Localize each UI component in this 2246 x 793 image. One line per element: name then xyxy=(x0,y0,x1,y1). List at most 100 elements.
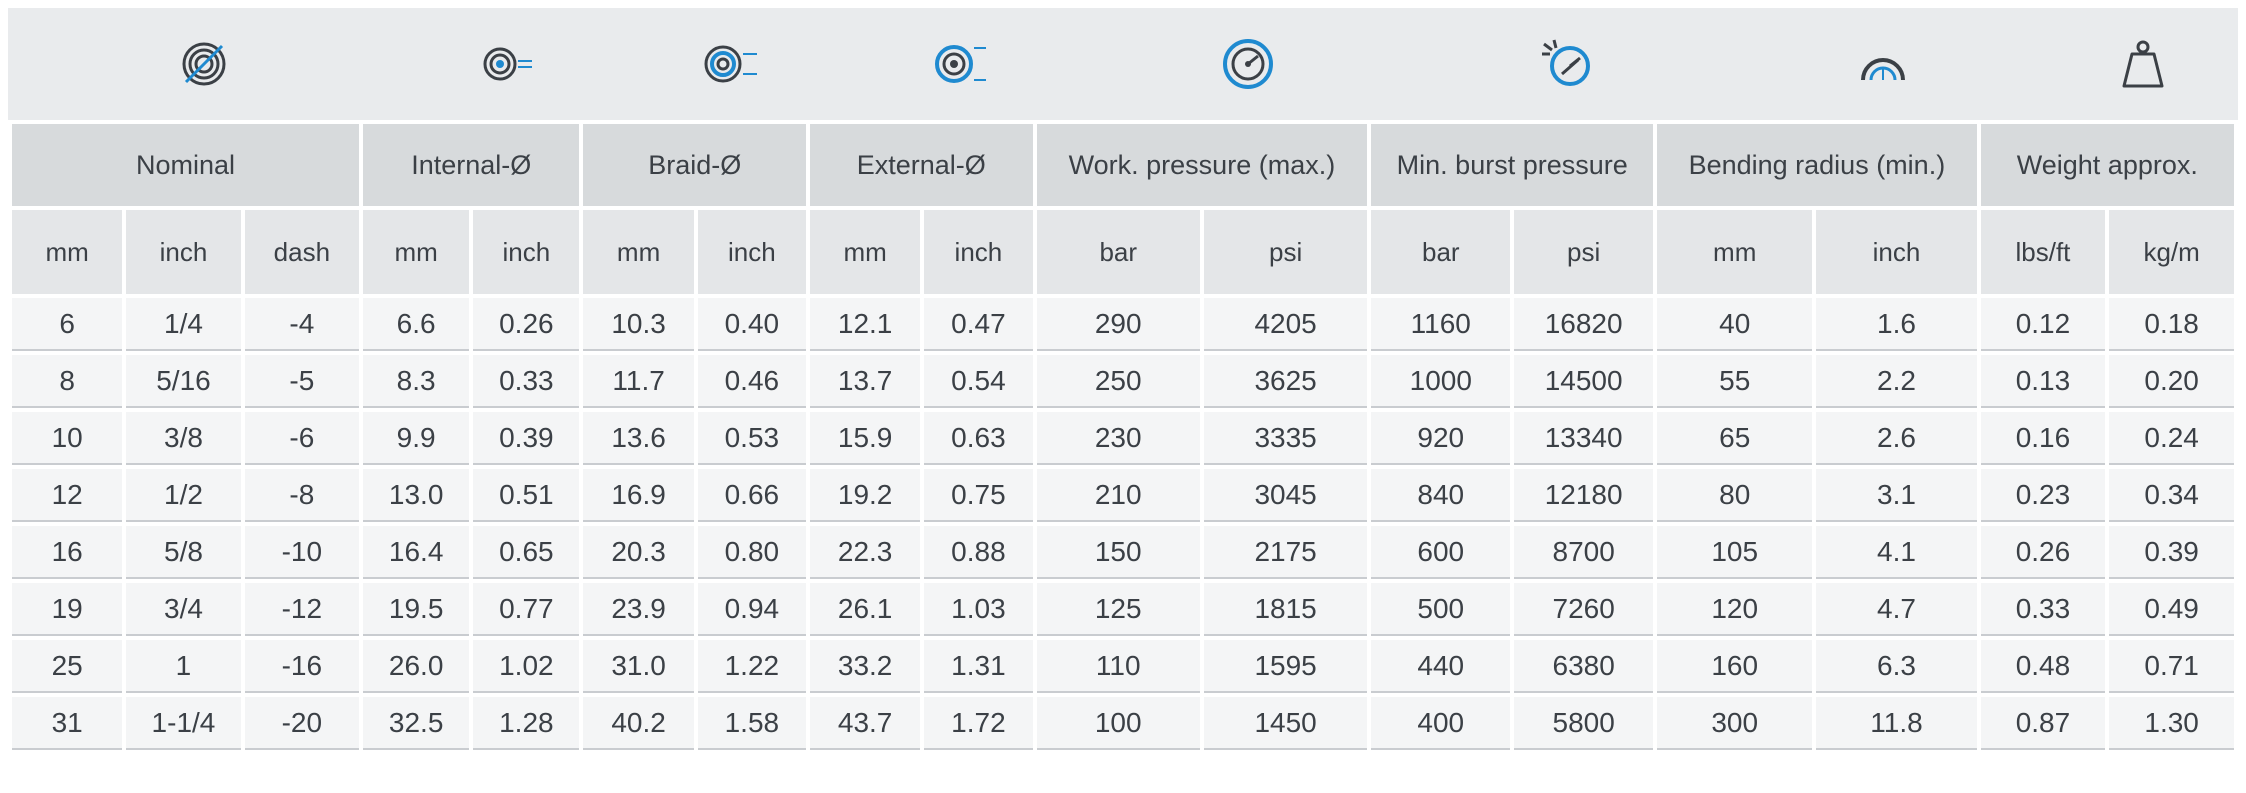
table-cell: -5 xyxy=(244,355,360,408)
table-cell: -12 xyxy=(244,583,360,636)
table-cell: 11.7 xyxy=(583,355,694,408)
table-cell: 5800 xyxy=(1514,697,1654,750)
unit-header-cell: psi xyxy=(1514,210,1654,294)
table-cell: 0.94 xyxy=(697,583,806,636)
table-cell: 1.30 xyxy=(2109,697,2234,750)
table-cell: 0.39 xyxy=(473,412,580,465)
unit-header-cell: mm xyxy=(12,210,123,294)
table-cell: 6.6 xyxy=(363,298,470,351)
table-cell: 6380 xyxy=(1514,640,1654,693)
unit-header-row: mm inch dash mm inch mm inch mm inch bar psi bar psi… xyxy=(12,210,2234,294)
table-cell: 0.12 xyxy=(1980,298,2106,351)
table-cell: 6.3 xyxy=(1816,640,1977,693)
table-cell: 0.53 xyxy=(697,412,806,465)
group-header-bending-radius: Bending radius (min.) xyxy=(1657,124,1977,206)
table-cell: 15.9 xyxy=(809,412,921,465)
table-cell: 55 xyxy=(1657,355,1813,408)
table-cell: 26.1 xyxy=(809,583,921,636)
table-cell: 11.8 xyxy=(1816,697,1977,750)
table-cell: 1815 xyxy=(1203,583,1368,636)
table-cell: 19.5 xyxy=(363,583,470,636)
table-cell: -10 xyxy=(244,526,360,579)
table-row: 16 5/8 -10 16.4 0.65 20.3 0.80 22.3 0.88 150 2175 6… xyxy=(12,526,2234,579)
table-cell: 3045 xyxy=(1203,469,1368,522)
table-cell: 125 xyxy=(1036,583,1200,636)
table-cell: -16 xyxy=(244,640,360,693)
table-cell: 1.28 xyxy=(473,697,580,750)
table-cell: 3/8 xyxy=(126,412,241,465)
table-cell: 1-1/4 xyxy=(126,697,241,750)
table-cell: 1.02 xyxy=(473,640,580,693)
table-cell: 0.66 xyxy=(697,469,806,522)
table-cell: 31.0 xyxy=(583,640,694,693)
table-cell: 3625 xyxy=(1203,355,1368,408)
table-cell: 6 xyxy=(12,298,123,351)
table-cell: 32.5 xyxy=(363,697,470,750)
unit-header-cell: mm xyxy=(363,210,470,294)
table-cell: 0.33 xyxy=(473,355,580,408)
unit-header-cell: mm xyxy=(809,210,921,294)
table-cell: -8 xyxy=(244,469,360,522)
table-cell: 43.7 xyxy=(809,697,921,750)
unit-header-cell: inch xyxy=(924,210,1033,294)
unit-header-cell: bar xyxy=(1036,210,1200,294)
table-cell: 16.4 xyxy=(363,526,470,579)
table-row: 31 1-1/4 -20 32.5 1.28 40.2 1.58 43.7 1.72 100 145… xyxy=(12,697,2234,750)
table-cell: 4.1 xyxy=(1816,526,1977,579)
table-cell: 2175 xyxy=(1203,526,1368,579)
table-cell: 250 xyxy=(1036,355,1200,408)
table-cell: 0.47 xyxy=(924,298,1033,351)
table-cell: 8700 xyxy=(1514,526,1654,579)
table-cell: 290 xyxy=(1036,298,1200,351)
table-cell: 14500 xyxy=(1514,355,1654,408)
table-cell: 25 xyxy=(12,640,123,693)
table-cell: 4205 xyxy=(1203,298,1368,351)
table-cell: 1.03 xyxy=(924,583,1033,636)
table-cell: -4 xyxy=(244,298,360,351)
table-cell: 0.75 xyxy=(924,469,1033,522)
table-cell: 65 xyxy=(1657,412,1813,465)
table-cell: 3.1 xyxy=(1816,469,1977,522)
group-header-working-pressure: Work. pressure (max.) xyxy=(1036,124,1368,206)
table-cell: 19.2 xyxy=(809,469,921,522)
table-cell: 12.1 xyxy=(809,298,921,351)
table-cell: 120 xyxy=(1657,583,1813,636)
table-cell: 3/4 xyxy=(126,583,241,636)
table-cell: 4.7 xyxy=(1816,583,1977,636)
table-cell: 16.9 xyxy=(583,469,694,522)
table-cell: 0.87 xyxy=(1980,697,2106,750)
table-cell: 1450 xyxy=(1203,697,1368,750)
table-cell: 160 xyxy=(1657,640,1813,693)
table-cell: 1/2 xyxy=(126,469,241,522)
table-cell: 2.2 xyxy=(1816,355,1977,408)
table-cell: 5/8 xyxy=(126,526,241,579)
table-cell: 210 xyxy=(1036,469,1200,522)
group-header-weight: Weight approx. xyxy=(1980,124,2234,206)
braid-diameter-icon xyxy=(616,8,846,120)
table-cell: 40.2 xyxy=(583,697,694,750)
table-cell: 33.2 xyxy=(809,640,921,693)
table-cell: 1000 xyxy=(1371,355,1511,408)
table-cell: 12180 xyxy=(1514,469,1654,522)
table-cell: 5/16 xyxy=(126,355,241,408)
table-cell: 0.13 xyxy=(1980,355,2106,408)
burst-pressure-icon xyxy=(1418,8,1718,120)
external-diameter-icon xyxy=(846,8,1078,120)
table-body: 6 1/4 -4 6.6 0.26 10.3 0.40 12.1 0.47 290 4205 1160… xyxy=(12,298,2234,750)
table-cell: 26.0 xyxy=(363,640,470,693)
table-cell: 8.3 xyxy=(363,355,470,408)
weight-icon xyxy=(2048,8,2238,120)
table-cell: 100 xyxy=(1036,697,1200,750)
table-cell: 0.23 xyxy=(1980,469,2106,522)
table-cell: 1.22 xyxy=(697,640,806,693)
unit-header-cell: inch xyxy=(126,210,241,294)
table-cell: 920 xyxy=(1371,412,1511,465)
table-cell: 0.40 xyxy=(697,298,806,351)
table-cell: 300 xyxy=(1657,697,1813,750)
table-cell: 0.20 xyxy=(2109,355,2234,408)
table-cell: 0.46 xyxy=(697,355,806,408)
table-cell: 600 xyxy=(1371,526,1511,579)
bending-radius-icon xyxy=(1718,8,2048,120)
unit-header-cell: mm xyxy=(1657,210,1813,294)
